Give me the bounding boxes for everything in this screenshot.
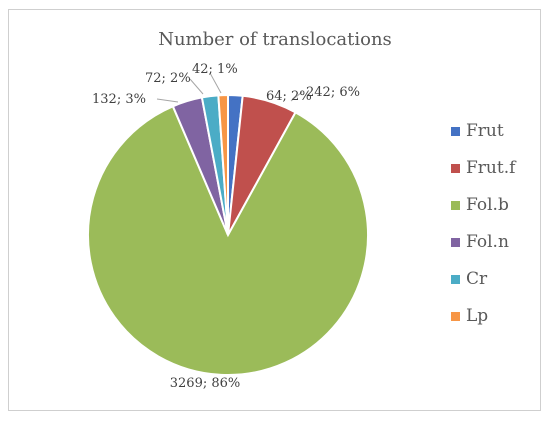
legend-swatch (451, 275, 460, 284)
data-label: 3269; 86% (170, 376, 241, 391)
pie-slices (87, 93, 369, 376)
legend-label: Fol.b (466, 195, 509, 215)
legend: Frut Frut.f Fol.b Fol.n Cr Lp (451, 121, 517, 326)
pie-slice-lp (217, 93, 229, 236)
legend-swatch (451, 164, 460, 173)
data-label: 132; 3% (92, 92, 146, 107)
legend-swatch (451, 127, 460, 136)
legend-label: Frut (466, 121, 504, 141)
leader-line (189, 78, 204, 95)
pie-slice-fol-b (87, 104, 369, 376)
leader-line (156, 98, 179, 103)
legend-label: Fol.n (466, 232, 509, 252)
leader-lines (156, 72, 303, 103)
data-label: 242; 6% (306, 85, 360, 100)
legend-swatch (451, 201, 460, 210)
legend-label: Lp (466, 306, 488, 326)
data-labels: 64; 2%242; 6% 3269; 86% 132; 3% 72; 2%42; 1… (92, 62, 360, 391)
chart-title: Number of translocations (158, 29, 392, 50)
data-label: 42; 1% (192, 62, 238, 77)
data-label: 72; 2% (145, 71, 191, 86)
legend-label: Frut.f (466, 158, 517, 178)
legend-swatch (451, 312, 460, 321)
legend-swatch (451, 238, 460, 247)
legend-label: Cr (466, 269, 488, 289)
leader-line (290, 91, 303, 102)
data-label: 64; 2% (266, 89, 312, 104)
leader-line (209, 72, 222, 94)
